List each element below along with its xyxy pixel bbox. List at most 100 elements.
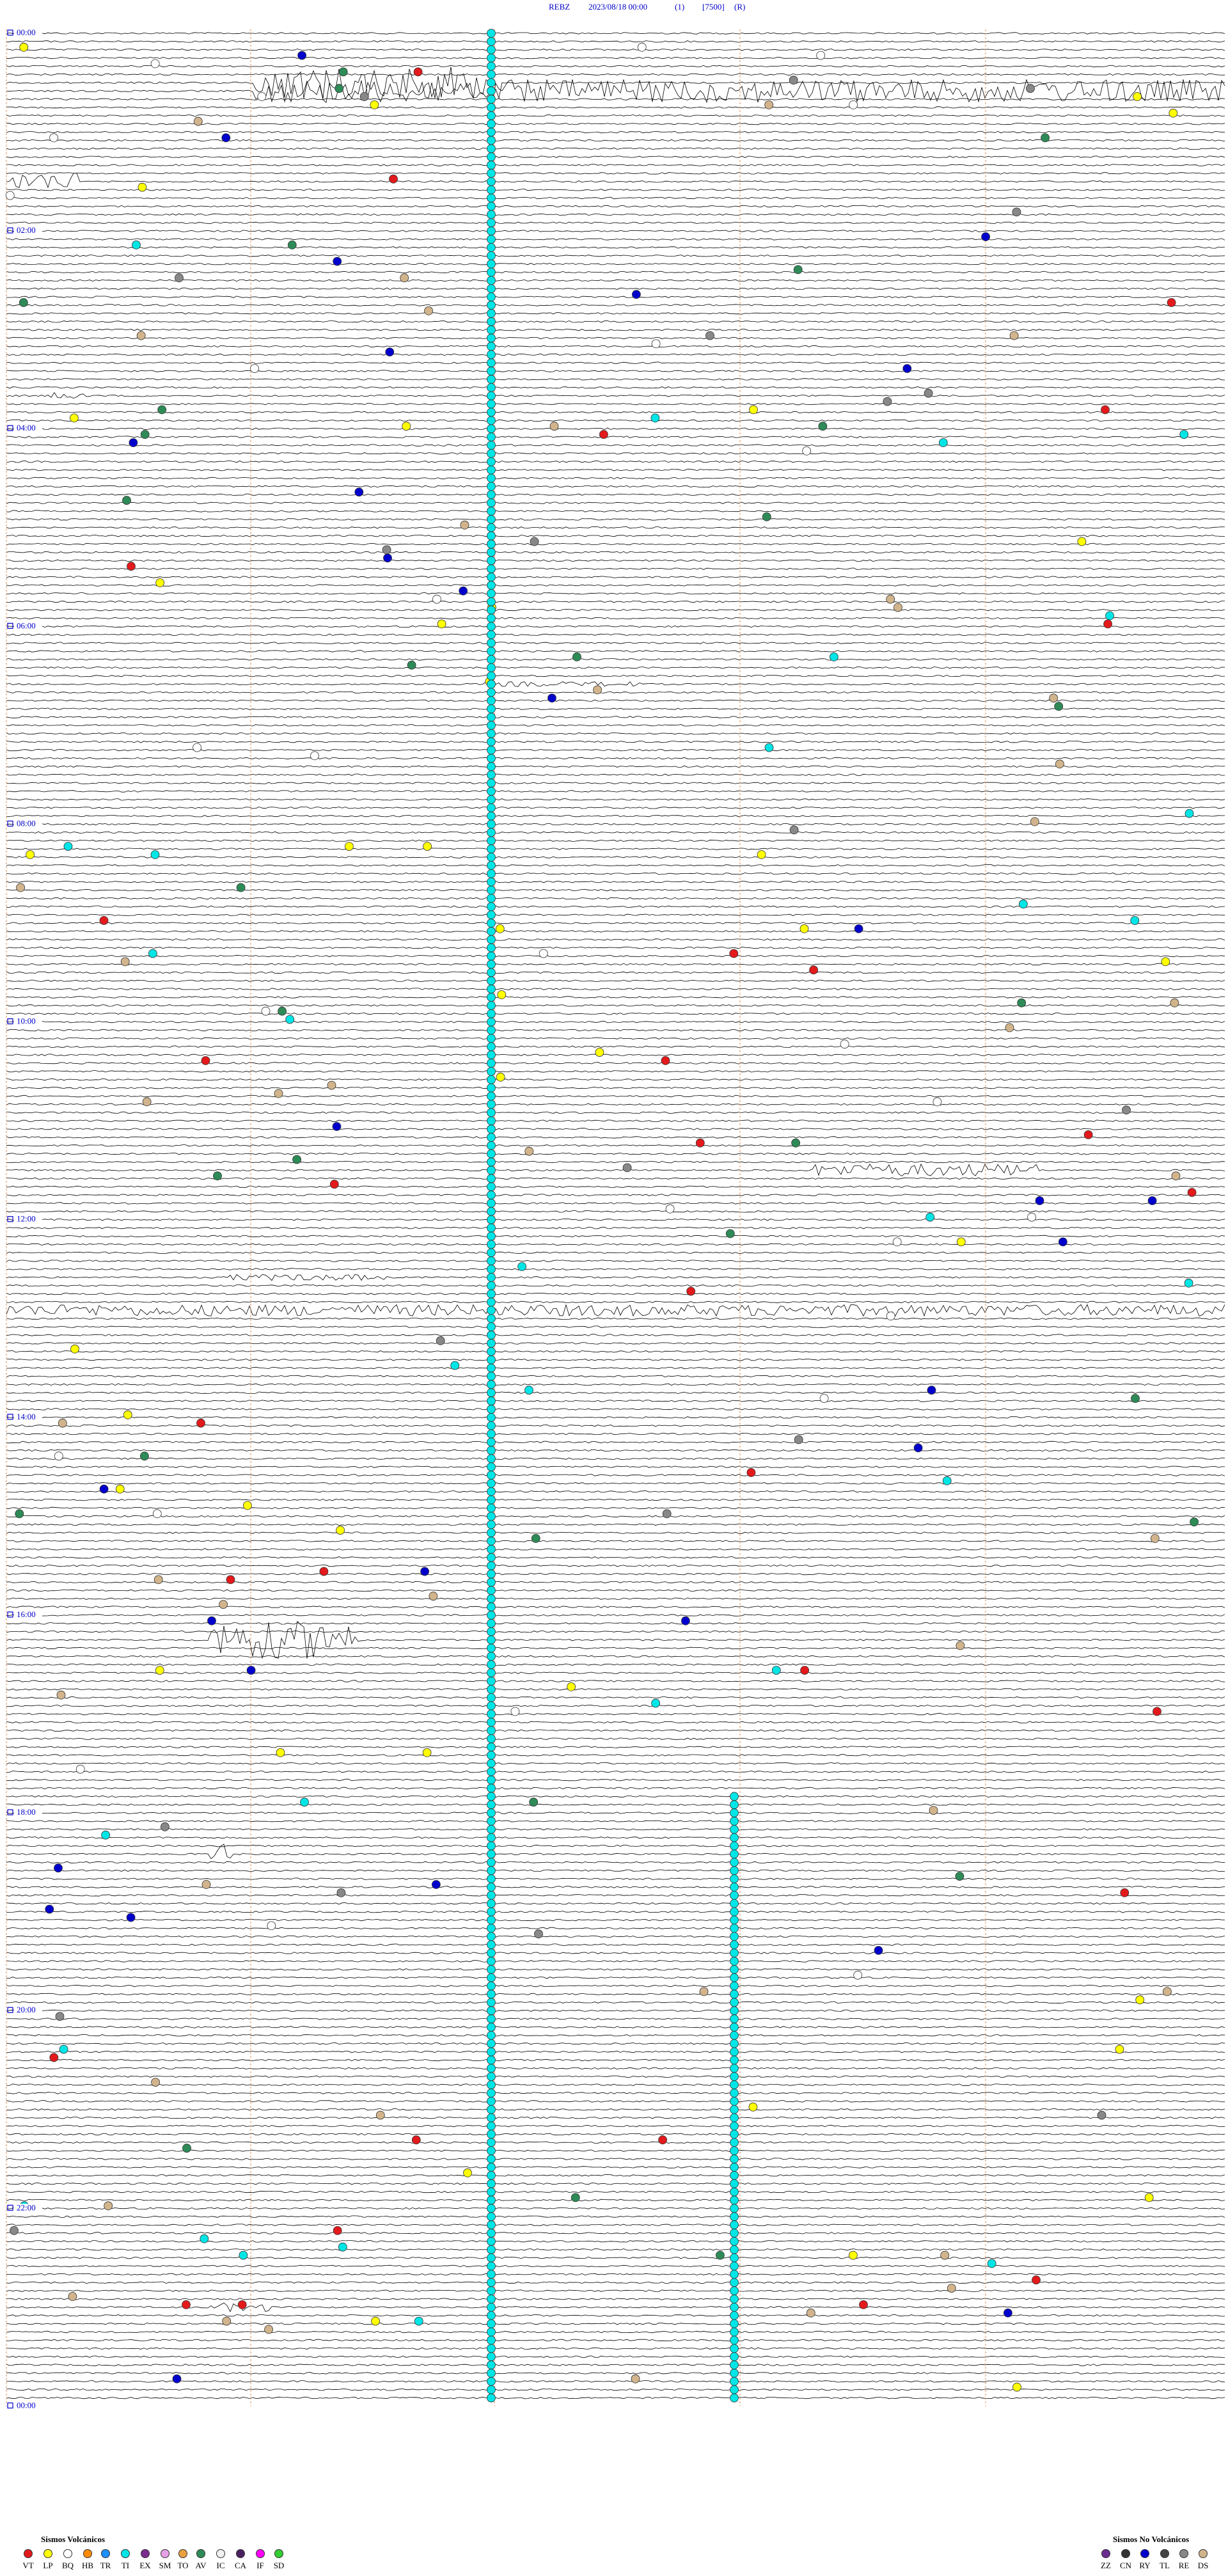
trace bbox=[6, 1704, 1225, 1707]
trace bbox=[6, 2264, 1225, 2268]
cyan-marker bbox=[487, 877, 496, 887]
cyan-marker bbox=[730, 2072, 739, 2082]
cyan-marker bbox=[487, 375, 496, 384]
cyan-marker bbox=[487, 383, 496, 392]
hour-bracket bbox=[7, 1809, 13, 1815]
trace bbox=[6, 1935, 1225, 1938]
event-marker bbox=[333, 257, 342, 266]
trace bbox=[6, 2215, 1225, 2218]
trace bbox=[6, 1054, 1225, 1056]
cyan-marker bbox=[487, 1998, 496, 2007]
cyan-marker bbox=[487, 1314, 496, 1324]
cyan-marker bbox=[487, 2369, 496, 2378]
cyan-marker bbox=[487, 688, 496, 697]
cyan-marker bbox=[487, 127, 496, 137]
event-marker bbox=[650, 413, 660, 423]
cyan-marker bbox=[487, 1331, 496, 1339]
cyan-marker bbox=[487, 1487, 496, 1496]
cyan-marker bbox=[487, 902, 496, 912]
cyan-marker bbox=[487, 1034, 496, 1043]
cyan-marker bbox=[487, 1231, 496, 1241]
trace bbox=[6, 1506, 1225, 1510]
cyan-marker bbox=[487, 284, 496, 294]
cyan-marker bbox=[730, 1858, 739, 1867]
trace bbox=[6, 1416, 1225, 1419]
trace bbox=[6, 304, 1225, 306]
hour-bracket bbox=[7, 1216, 13, 1222]
event-marker bbox=[63, 842, 73, 851]
trace bbox=[6, 122, 1225, 125]
legend-code: ZZ bbox=[1101, 2561, 1111, 2570]
cyan-marker bbox=[730, 2105, 739, 2114]
event-marker bbox=[695, 1138, 705, 1148]
trace bbox=[6, 238, 1225, 241]
cyan-marker bbox=[730, 1874, 739, 1884]
event-marker bbox=[539, 949, 548, 958]
event-marker bbox=[56, 1690, 66, 1700]
cyan-marker bbox=[487, 1272, 496, 1282]
cyan-marker bbox=[487, 2096, 496, 2106]
event-marker bbox=[637, 42, 647, 52]
event-marker bbox=[1083, 1130, 1093, 1139]
trace bbox=[6, 897, 1225, 900]
legend-code: DS bbox=[1198, 2561, 1209, 2570]
event-marker bbox=[332, 1122, 342, 1131]
trace bbox=[6, 230, 1225, 232]
cyan-marker bbox=[487, 2393, 496, 2403]
cyan-marker bbox=[730, 1973, 739, 1982]
event-marker bbox=[886, 594, 895, 604]
event-marker bbox=[459, 586, 468, 596]
trace bbox=[6, 40, 1225, 43]
event-marker bbox=[49, 2053, 59, 2062]
cyan-marker bbox=[487, 36, 496, 46]
trace bbox=[6, 130, 1225, 134]
trace bbox=[6, 436, 1225, 438]
event-marker bbox=[115, 1484, 125, 1494]
trace bbox=[6, 1515, 1225, 1518]
cyan-marker bbox=[730, 1989, 739, 1999]
legend-dot bbox=[178, 2549, 187, 2558]
trace bbox=[6, 115, 1225, 117]
event-marker bbox=[1147, 1196, 1157, 1205]
trace bbox=[6, 674, 1225, 677]
event-marker bbox=[809, 965, 818, 975]
event-marker bbox=[686, 1286, 696, 1296]
event-marker bbox=[651, 339, 661, 349]
cyan-marker bbox=[487, 416, 496, 425]
trace bbox=[6, 2116, 1225, 2119]
cyan-marker bbox=[487, 1701, 496, 1711]
event-marker bbox=[924, 388, 933, 398]
trace bbox=[6, 1424, 1225, 1427]
event-marker bbox=[276, 1748, 285, 1757]
event-marker bbox=[883, 397, 892, 406]
cyan-marker bbox=[730, 1890, 739, 1900]
trace bbox=[6, 1243, 1225, 1246]
trace bbox=[6, 1449, 1225, 1452]
cyan-marker bbox=[730, 2146, 739, 2156]
event-marker bbox=[120, 957, 130, 967]
legend-code: RY bbox=[1139, 2561, 1151, 2570]
trace bbox=[6, 2083, 1225, 2086]
legend-code: SD bbox=[274, 2561, 285, 2570]
event-marker bbox=[70, 1344, 79, 1354]
cyan-marker bbox=[730, 2163, 739, 2172]
label-bg bbox=[14, 2204, 42, 2213]
event-marker bbox=[201, 1880, 211, 1889]
event-marker bbox=[793, 265, 803, 274]
cyan-marker bbox=[487, 29, 496, 38]
event-marker bbox=[749, 405, 758, 415]
event-marker bbox=[460, 520, 469, 530]
trace bbox=[6, 1317, 1225, 1320]
event-marker bbox=[246, 1666, 256, 1675]
event-marker bbox=[292, 1155, 302, 1164]
event-marker bbox=[933, 1097, 942, 1107]
cyan-marker bbox=[487, 1767, 496, 1776]
event-marker bbox=[193, 116, 203, 126]
cyan-marker bbox=[487, 1520, 496, 1529]
label-bg bbox=[14, 1215, 42, 1224]
trace bbox=[6, 691, 1225, 694]
event-marker bbox=[495, 924, 505, 933]
cyan-marker bbox=[487, 1932, 496, 1941]
event-marker bbox=[207, 1616, 216, 1625]
trace bbox=[6, 650, 1225, 652]
